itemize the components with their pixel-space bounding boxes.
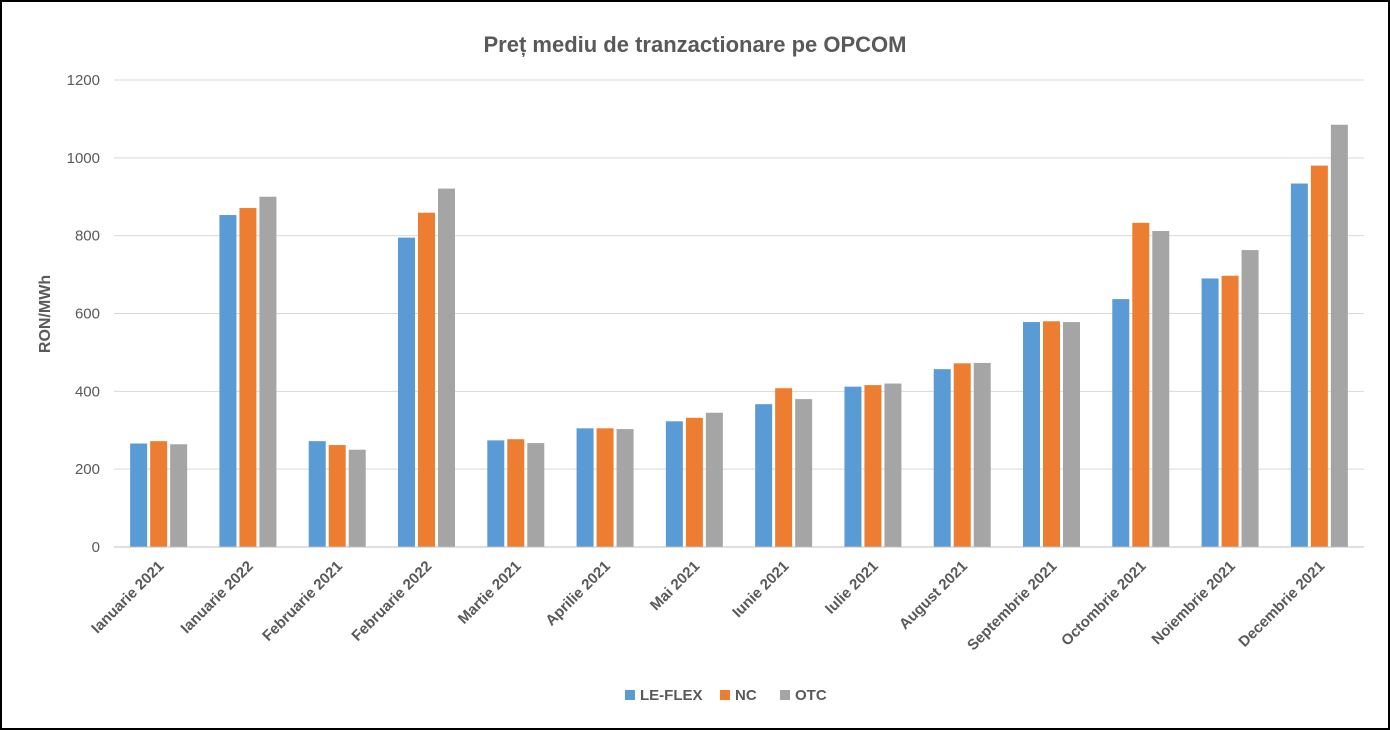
y-tick-label: 0 [92,539,100,556]
bar-le-flex-5 [576,428,594,547]
x-tick-label: Septembrie 2021 [964,558,1060,654]
bar-nc-2 [328,445,346,547]
bar-nc-9 [953,363,971,547]
bar-otc-8 [884,383,902,547]
bar-otc-4 [527,443,545,547]
bar-otc-9 [973,362,991,547]
x-axis: Ianuarie 2021 Ianuarie 2022 Februarie 2021… [88,558,1328,654]
x-tick-label: Iulie 2021 [822,558,882,618]
y-tick-label: 800 [75,228,100,245]
bar-le-flex-11 [1112,299,1130,547]
bar-nc-8 [864,385,882,547]
bar-otc-7 [795,399,813,547]
bar-nc-12 [1221,275,1239,547]
legend-swatch-le-flex [625,690,635,700]
bar-le-flex-6 [665,421,683,547]
x-tick-label: Februarie 2021 [259,558,346,645]
x-tick-label: Iunie 2021 [729,558,792,621]
y-axis-label: RON/MWh [37,275,54,353]
bar-nc-6 [685,417,703,547]
bar-otc-1 [259,196,277,547]
y-tick-label: 600 [75,306,100,323]
bar-le-flex-8 [844,386,862,547]
bars [130,124,1348,548]
bar-nc-3 [418,212,435,548]
x-tick-label: Martie 2021 [455,558,525,628]
x-tick-label: Decembrie 2021 [1235,558,1328,651]
y-tick-label: 1000 [67,150,100,167]
bar-le-flex-0 [130,443,148,547]
bar-nc-11 [1132,222,1150,548]
bar-le-flex-3 [398,237,415,548]
x-tick-label: Aprilie 2021 [542,558,614,630]
bar-le-flex-4 [487,440,505,547]
bar-nc-13 [1310,165,1328,547]
bar-le-flex-12 [1201,278,1219,547]
bar-nc-7 [775,388,793,547]
bar-le-flex-9 [933,369,951,547]
chart-title: Preț mediu de tranzactionare pe OPCOM [484,32,907,57]
bar-otc-10 [1063,322,1080,547]
legend-swatch-nc [720,690,730,700]
bar-nc-1 [239,208,257,547]
bar-otc-6 [705,412,723,547]
bar-nc-4 [507,439,525,547]
y-tick-label: 1200 [67,72,100,89]
bar-otc-2 [348,449,366,547]
bar-le-flex-10 [1023,322,1040,547]
x-tick-label: Noiembrie 2021 [1148,558,1238,648]
bar-nc-5 [596,428,614,547]
x-tick-label: Februarie 2022 [348,558,435,645]
legend: LE-FLEX NC OTC [625,687,827,704]
grid-lines [114,79,1364,470]
y-axis: 0 200 400 600 800 1000 1200 [67,72,1364,556]
bar-le-flex-1 [219,215,237,547]
bar-le-flex-7 [755,404,773,547]
x-tick-label: Ianuarie 2022 [178,558,257,637]
bar-otc-5 [616,429,634,547]
legend-label-nc: NC [735,687,757,704]
x-tick-label: August 2021 [896,558,971,633]
legend-label-otc: OTC [795,687,827,704]
y-tick-label: 400 [75,383,100,400]
bar-otc-3 [438,188,455,547]
x-tick-label: Ianuarie 2021 [88,558,167,637]
legend-swatch-otc [780,690,790,700]
bar-otc-0 [170,444,188,547]
bar-le-flex-2 [308,441,326,547]
bar-nc-10 [1043,321,1060,547]
bar-otc-12 [1241,250,1259,547]
legend-label-le-flex: LE-FLEX [640,687,703,704]
bar-nc-0 [150,441,168,547]
x-tick-label: Octombrie 2021 [1058,558,1150,650]
bar-otc-13 [1330,124,1348,548]
bar-le-flex-13 [1290,183,1308,548]
bar-otc-11 [1152,230,1170,547]
y-tick-label: 200 [75,461,100,478]
x-tick-label: Mai 2021 [647,558,703,614]
